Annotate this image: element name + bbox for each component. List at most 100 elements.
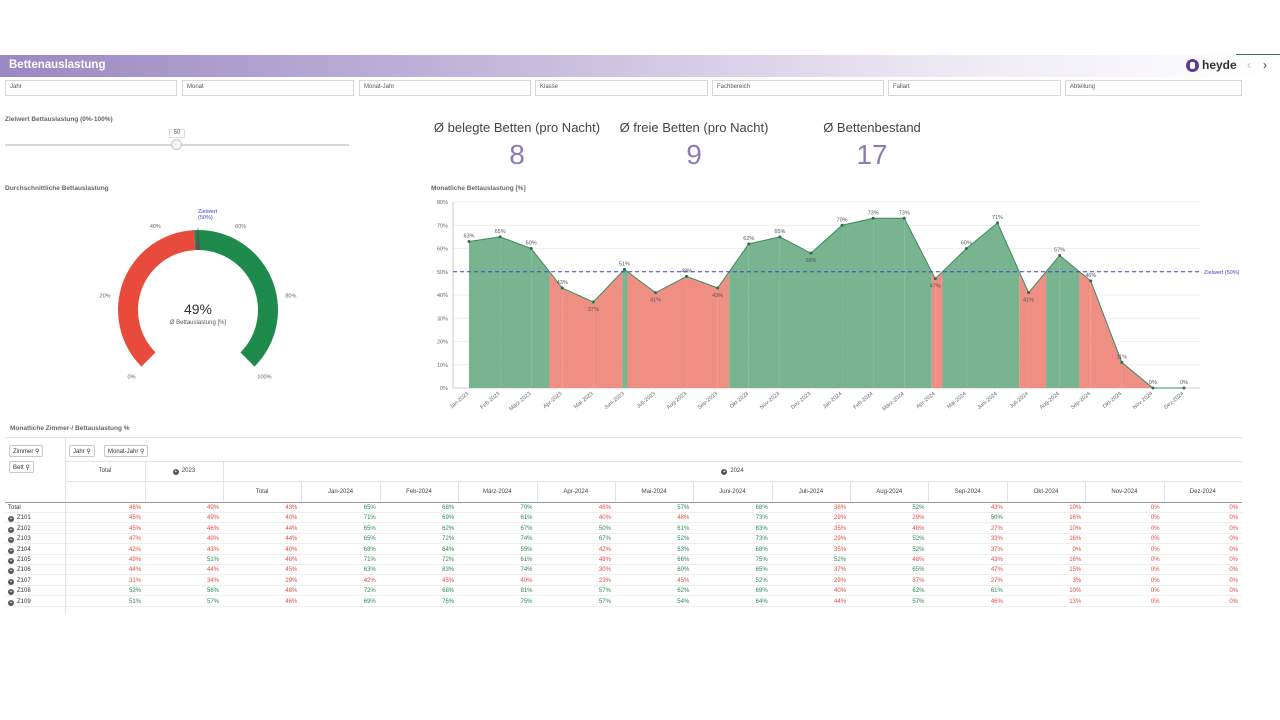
month-header[interactable]: Jan-2024 bbox=[328, 489, 354, 495]
filter-monat-jahr[interactable]: Monat-Jahr bbox=[359, 80, 531, 96]
chart-area-segment bbox=[904, 218, 932, 388]
expand-icon[interactable]: + bbox=[8, 537, 14, 544]
table-cell: 61% bbox=[520, 557, 533, 563]
month-header[interactable]: Juni-2024 bbox=[719, 489, 746, 495]
filter-monat[interactable]: Monat bbox=[182, 80, 354, 96]
row-label[interactable]: + Z105 bbox=[8, 557, 31, 564]
expand-icon: + bbox=[721, 469, 728, 475]
dim-zimmer[interactable]: Zimmer ⚲ bbox=[9, 445, 44, 457]
slider-handle[interactable] bbox=[171, 139, 182, 150]
table-cell: 65% bbox=[363, 525, 376, 532]
expand-icon[interactable]: + bbox=[8, 599, 14, 606]
table-cell: 40% bbox=[834, 588, 847, 595]
month-header[interactable]: Okt-2024 bbox=[1033, 489, 1059, 495]
table-divider bbox=[536, 481, 538, 503]
filter-fallart[interactable]: Fallart bbox=[888, 80, 1061, 96]
table-row: + Z108 52% 56% 48% 72% 68% 81% 57% 62% 69% 40% 62% 61… bbox=[5, 586, 1242, 597]
gauge-tick-label: 100% bbox=[257, 374, 271, 380]
row-label[interactable]: + Z104 bbox=[8, 547, 31, 554]
chart-ytick-label: 70% bbox=[437, 223, 448, 229]
table-cell: 83% bbox=[442, 567, 455, 574]
dim-monat-jahr-label: Monat-Jahr bbox=[108, 449, 139, 455]
month-header[interactable]: Feb-2024 bbox=[406, 489, 432, 495]
row-label[interactable]: + Z107 bbox=[8, 578, 31, 585]
expand-icon[interactable]: + bbox=[8, 589, 14, 596]
row-label[interactable]: + Z109 bbox=[8, 599, 31, 606]
table-row: + Z102 45% 46% 44% 65% 62% 67% 50% 61% 83% 35% 48% 27… bbox=[5, 524, 1242, 534]
chart-point bbox=[529, 247, 533, 250]
row-label[interactable]: + Z103 bbox=[8, 536, 31, 544]
table-divider bbox=[771, 481, 773, 503]
dim-bett[interactable]: Bett ⚲ bbox=[9, 461, 34, 473]
row-label-text: Z103 bbox=[17, 536, 31, 543]
chevron-right-icon[interactable]: › bbox=[1263, 58, 1267, 72]
month-header[interactable]: Mai-2024 bbox=[641, 489, 667, 495]
header-year-2023[interactable]: +2023 bbox=[145, 468, 223, 475]
month-header[interactable]: Total bbox=[255, 489, 269, 495]
dim-monat-jahr[interactable]: Monat-Jahr ⚲ bbox=[104, 445, 149, 457]
table-cell: 0% bbox=[1229, 515, 1238, 522]
chart-ytick-label: 10% bbox=[437, 363, 448, 369]
table-cell: 31% bbox=[128, 577, 141, 584]
table-cell: 0% bbox=[1229, 525, 1238, 532]
table-cell: 69% bbox=[442, 515, 455, 522]
table-cell: 34% bbox=[206, 577, 219, 584]
chart-area-segment bbox=[748, 236, 780, 388]
table-cell: 73% bbox=[755, 536, 768, 543]
chevron-left-icon[interactable]: ‹ bbox=[1247, 58, 1251, 72]
table-cell: 42% bbox=[128, 546, 141, 553]
filter-fachbereich[interactable]: Fachbereich bbox=[712, 80, 884, 96]
row-label[interactable]: + Z101 bbox=[8, 515, 31, 523]
table-divider bbox=[65, 481, 1242, 482]
table-row: + Z105 49% 51% 48% 71% 72% 61% 48% 66% 75% 52% 48% 43… bbox=[5, 555, 1242, 565]
month-header[interactable]: Aug-2024 bbox=[876, 489, 903, 495]
table-cell: 45% bbox=[677, 577, 690, 584]
table-cell: 64% bbox=[442, 546, 455, 553]
table-cell: 0% bbox=[1150, 557, 1160, 563]
filter-klasse[interactable]: Klasse bbox=[535, 80, 708, 96]
expand-icon[interactable]: + bbox=[8, 547, 14, 554]
month-header[interactable]: Nov-2024 bbox=[1111, 489, 1138, 495]
filter-abteilung[interactable]: Abteilung bbox=[1065, 80, 1242, 96]
chart-point bbox=[654, 291, 658, 295]
chart-point bbox=[778, 235, 782, 239]
gauge-target-label: Zielwert bbox=[198, 209, 218, 215]
chart-xtick-label: Dez-2024 bbox=[1163, 391, 1185, 411]
expand-icon[interactable]: + bbox=[8, 516, 14, 523]
expand-icon[interactable]: + bbox=[8, 568, 14, 575]
row-label-text: Z104 bbox=[17, 546, 31, 553]
chart-data-label: 51% bbox=[619, 261, 630, 267]
table-cell: 49% bbox=[206, 515, 219, 522]
chart-point bbox=[1027, 291, 1031, 295]
header-year-2024[interactable]: +2024 bbox=[223, 468, 1242, 475]
month-header[interactable]: März-2024 bbox=[482, 489, 512, 495]
chart-point bbox=[995, 221, 999, 225]
table-cell: 50% bbox=[598, 525, 611, 532]
month-header[interactable]: Sep-2024 bbox=[954, 489, 981, 495]
row-label[interactable]: + Z106 bbox=[8, 567, 31, 575]
chart-ytick-label: 50% bbox=[437, 270, 448, 276]
dim-jahr[interactable]: Jahr ⚲ bbox=[69, 445, 95, 457]
month-header[interactable]: Dez-2024 bbox=[1189, 489, 1216, 495]
chart-point bbox=[1058, 253, 1062, 257]
table-cell: 0% bbox=[1150, 588, 1160, 595]
kpi-value: 8 bbox=[509, 139, 525, 170]
chart-area-segment bbox=[997, 222, 1020, 388]
expand-icon[interactable]: + bbox=[8, 526, 14, 533]
month-header[interactable]: Apr-2024 bbox=[563, 489, 589, 495]
table-cell: 0% bbox=[1229, 557, 1238, 563]
month-header[interactable]: Juli-2024 bbox=[798, 489, 824, 495]
chart-area-segment bbox=[624, 269, 628, 388]
chart-ytick-label: 80% bbox=[437, 200, 448, 206]
chart-area-segment bbox=[942, 248, 967, 388]
table-cell: 63% bbox=[363, 567, 376, 574]
expand-icon[interactable]: + bbox=[8, 558, 14, 564]
row-label[interactable]: + Z108 bbox=[8, 588, 31, 596]
gauge-needle bbox=[195, 226, 201, 251]
filter-jahr[interactable]: Jahr bbox=[5, 80, 177, 96]
row-label[interactable]: + Z102 bbox=[8, 526, 31, 533]
table-cell: 54% bbox=[677, 598, 690, 605]
gauge-tick-label: 20% bbox=[100, 293, 111, 299]
chart-series-line bbox=[468, 217, 1184, 389]
expand-icon[interactable]: + bbox=[8, 578, 14, 585]
